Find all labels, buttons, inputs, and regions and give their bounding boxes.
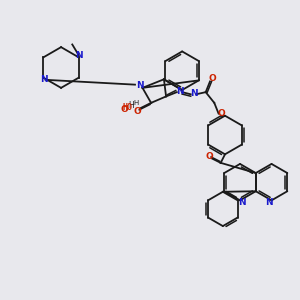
Text: N: N	[176, 87, 184, 96]
Text: O: O	[218, 109, 226, 118]
Text: H: H	[128, 100, 134, 109]
Text: O: O	[120, 105, 128, 114]
Text: H: H	[134, 100, 139, 106]
Text: O: O	[205, 152, 213, 161]
Text: N: N	[266, 198, 273, 207]
Text: N: N	[40, 75, 47, 84]
Text: O: O	[208, 74, 216, 83]
Text: N: N	[190, 89, 198, 98]
Text: N: N	[238, 198, 246, 207]
Text: HO: HO	[122, 103, 133, 112]
Text: N: N	[136, 81, 144, 90]
Text: O: O	[133, 107, 141, 116]
Text: N: N	[75, 51, 82, 60]
